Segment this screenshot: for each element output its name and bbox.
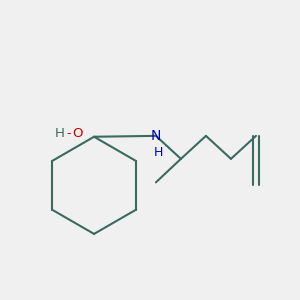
Text: -: - xyxy=(66,127,70,140)
Text: O: O xyxy=(73,127,83,140)
Text: N: N xyxy=(151,129,161,143)
Text: H: H xyxy=(154,146,164,159)
Text: H: H xyxy=(55,127,64,140)
